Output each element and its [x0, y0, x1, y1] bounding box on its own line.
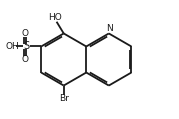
Text: S: S	[23, 42, 29, 52]
Text: O: O	[21, 29, 28, 38]
Text: OH: OH	[6, 42, 20, 51]
Text: N: N	[106, 24, 113, 33]
Text: HO: HO	[48, 13, 61, 22]
Text: O: O	[21, 55, 28, 64]
Text: Br: Br	[59, 94, 69, 103]
